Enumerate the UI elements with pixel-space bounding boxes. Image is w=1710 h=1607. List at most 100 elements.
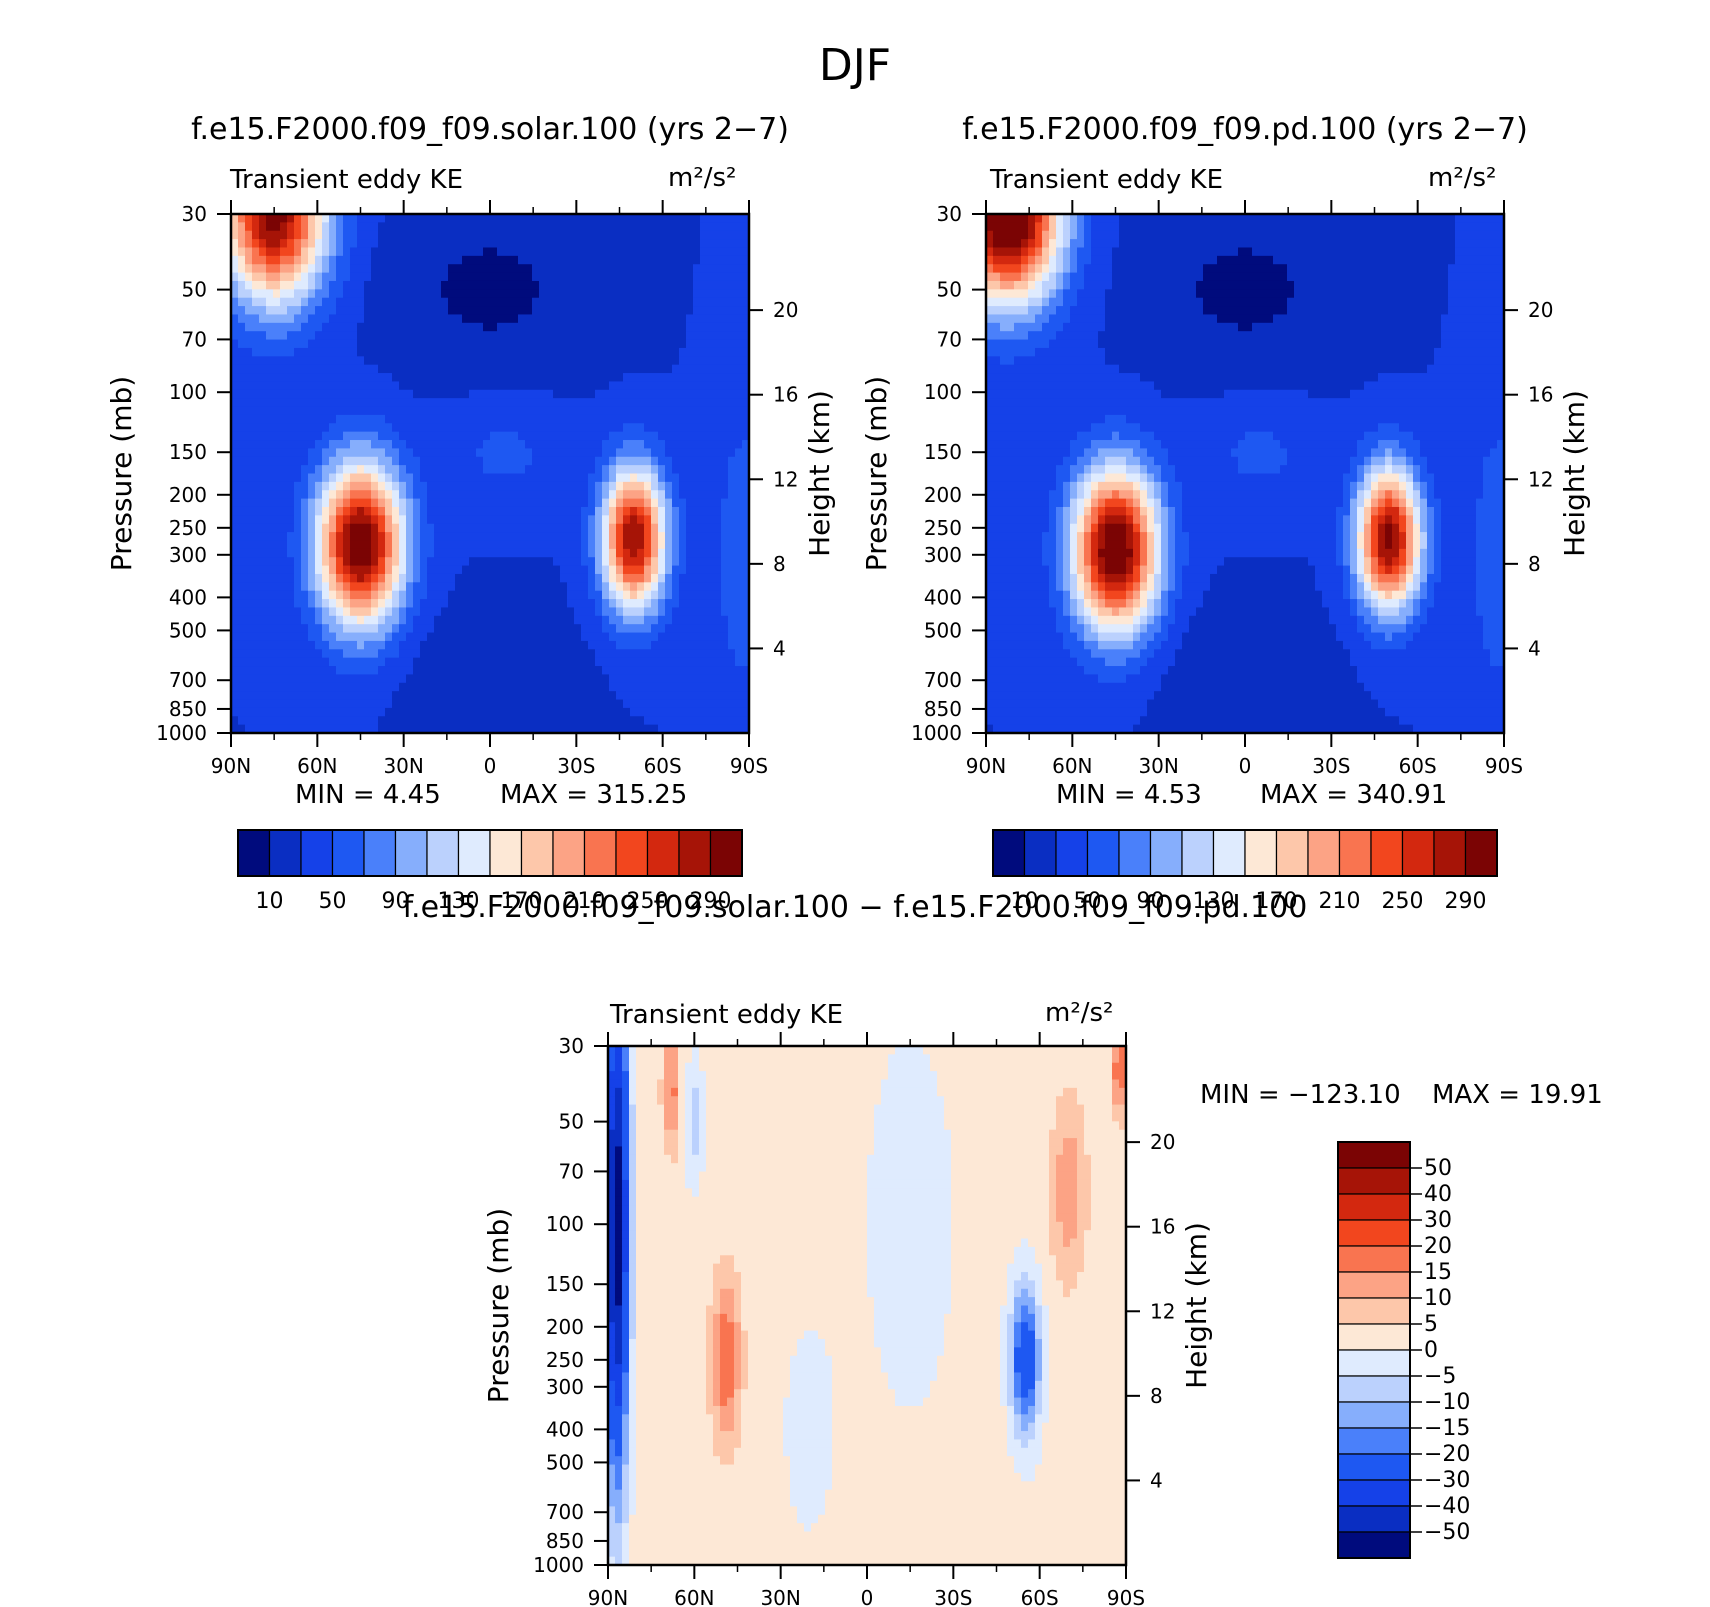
field-cell [553,607,561,617]
field-cell [469,247,477,257]
field-cell [574,674,582,684]
field-cell [266,490,274,500]
field-cell [518,624,526,634]
field-cell [623,306,631,316]
field-cell [301,523,309,533]
field-cell [679,297,687,307]
field-cell [651,423,659,433]
field-cell [259,322,267,332]
field-cell [623,339,631,349]
field-cell [1014,448,1022,458]
field-cell [665,632,673,642]
field-cell [455,548,463,558]
field-cell [371,724,379,734]
field-cell [497,490,505,500]
field-cell [602,624,610,634]
field-cell [616,707,624,717]
field-cell [686,490,694,500]
field-cell [609,565,617,575]
field-cell [329,356,337,366]
field-cell [651,632,659,642]
field-cell [413,707,421,717]
field-cell [294,532,302,542]
field-cell [672,707,680,717]
field-cell [350,264,358,274]
field-cell [581,389,589,399]
field-cell [686,381,694,391]
field-cell [462,506,470,516]
field-cell [714,280,722,290]
field-cell [245,331,253,341]
field-cell [560,440,568,449]
field-cell [273,724,281,734]
field-cell [574,272,582,282]
field-cell [490,657,498,667]
field-cell [518,456,526,466]
field-cell [448,682,456,692]
field-cell [1021,230,1029,240]
field-cell [343,699,351,709]
field-cell [462,632,470,642]
field-cell [476,540,484,550]
field-cell [993,389,1001,399]
field-cell [259,557,267,567]
field-cell [672,481,680,491]
field-cell [679,506,687,516]
field-cell [469,724,477,734]
field-cell [504,490,512,500]
field-cell [630,540,638,550]
field-cell [686,557,694,567]
field-cell [259,632,267,642]
field-cell [371,255,379,265]
field-cell [686,657,694,667]
field-cell [476,599,484,609]
field-cell [273,331,281,341]
field-cell [728,548,736,558]
field-cell [427,465,435,475]
field-cell [343,515,351,525]
field-cell [658,398,666,408]
field-cell [469,615,477,625]
field-cell [651,473,659,483]
field-cell [231,506,239,516]
field-cell [721,339,729,349]
field-cell [714,431,722,441]
field-cell [742,691,750,701]
field-cell [700,666,708,675]
field-cell [560,289,568,299]
field-cell [574,632,582,642]
field-cell [357,306,365,316]
field-cell [721,356,729,366]
field-cell [483,674,491,684]
field-cell [448,632,456,642]
field-cell [455,724,463,734]
field-cell [672,356,680,366]
field-cell [665,230,673,240]
field-cell [238,214,246,223]
field-cell [441,640,449,650]
field-cell [273,322,281,332]
field-cell [644,682,652,692]
field-cell [364,724,372,734]
field-cell [1000,398,1008,408]
field-cell [532,615,540,625]
field-cell [553,373,561,383]
field-cell [567,255,575,265]
field-cell [665,280,673,290]
field-cell [427,414,435,424]
field-cell [469,674,477,684]
field-cell [434,724,442,734]
field-cell [735,339,743,349]
field-cell [476,465,484,475]
field-cell [1000,239,1008,249]
field-cell [350,347,358,357]
field-cell [441,498,449,508]
field-cell [742,599,750,609]
field-cell [644,339,652,349]
field-cell [308,389,316,399]
field-cell [1014,724,1022,734]
field-cell [434,440,442,449]
field-cell [238,423,246,433]
field-cell [651,306,659,316]
field-cell [567,322,575,332]
